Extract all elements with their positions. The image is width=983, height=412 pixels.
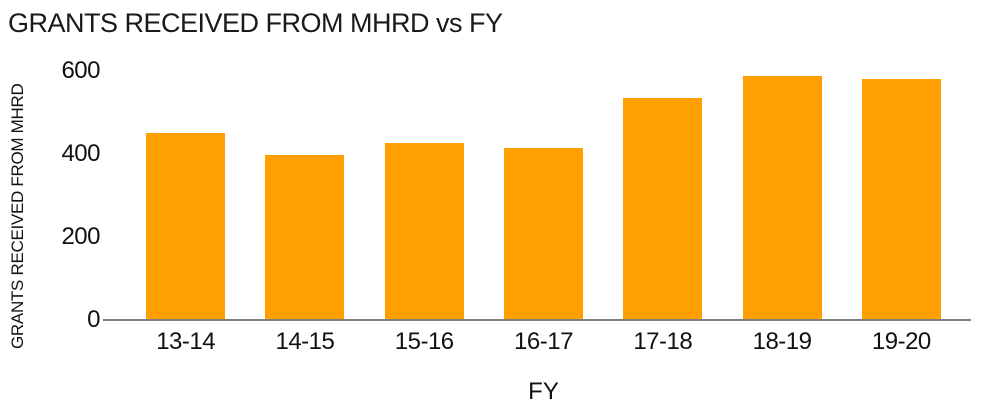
y-axis-ticks: 0 200 400 600 [0,0,100,412]
x-tick-label-19-20: 19-20 [871,328,931,355]
bar-18-19 [742,75,822,320]
x-axis-ticks: 13-14 14-15 15-16 16-17 17-18 18-19 19-20 [126,328,961,356]
x-tick-label-18-19: 18-19 [752,328,812,355]
bar-slot-13-14 [126,60,245,320]
bar-17-18 [623,97,703,320]
bar-14-15 [265,154,345,320]
x-axis-title: FY [528,378,559,405]
plot-area [126,60,961,320]
y-tick-label-200: 200 [61,222,100,250]
y-tick-label-400: 400 [61,139,100,167]
x-tick-label-14-15: 14-15 [275,328,335,355]
bar-slot-15-16 [365,60,484,320]
x-tick-label-16-17: 16-17 [514,328,573,355]
chart-title: GRANTS RECEIVED FROM MHRD vs FY [8,8,503,38]
bar-19-20 [861,79,941,320]
bar-slot-19-20 [842,60,961,320]
x-tick-label-13-14: 13-14 [156,328,216,355]
x-axis-line [103,319,971,321]
x-tick-label-15-16: 15-16 [394,328,454,355]
bar-slot-17-18 [603,60,722,320]
bar-slot-18-19 [722,60,841,320]
x-tick-label-17-18: 17-18 [633,328,693,355]
y-tick-label-0: 0 [87,306,100,333]
bar-slot-16-17 [484,60,603,320]
bar-13-14 [146,132,226,320]
bar-15-16 [384,143,464,320]
bar-16-17 [503,148,583,320]
bar-slot-14-15 [245,60,364,320]
y-tick-label-600: 600 [61,56,100,84]
